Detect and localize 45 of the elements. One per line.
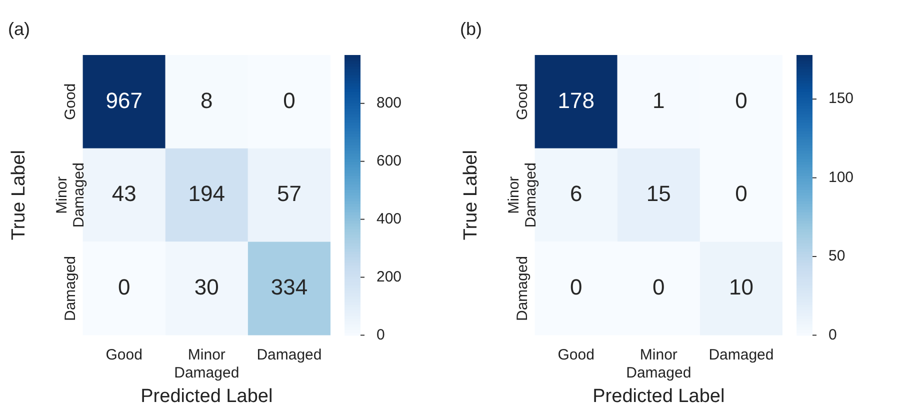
data-label: 0: [652, 274, 665, 300]
y-axis-title: True Label: [8, 150, 30, 240]
color-bar-label: 150: [828, 90, 854, 108]
chart-title: (a): [8, 19, 30, 40]
x-tick-label: Minor Damaged: [626, 346, 692, 382]
y-tick-label: Good: [62, 83, 79, 120]
data-label: 0: [118, 274, 130, 300]
y-tick-label: Minor Damaged: [505, 162, 540, 228]
x-tick-label: Good: [558, 346, 594, 364]
data-label: 0: [570, 274, 582, 300]
data-label: 15: [646, 181, 671, 206]
color-bar-label: 0: [376, 326, 385, 344]
color-bar-label: 200: [376, 268, 402, 286]
color-bar-label: 100: [828, 168, 854, 186]
color-bar-label: 600: [376, 152, 402, 170]
color-bar-label: 400: [376, 210, 402, 228]
chart-title: (b): [460, 19, 482, 40]
color-bar-label: 800: [376, 94, 402, 112]
color-bar-label: 0: [828, 326, 837, 344]
x-tick-label: Good: [106, 346, 142, 364]
x-tick-label: Damaged: [256, 346, 322, 364]
data-label: 334: [270, 274, 308, 300]
data-label: 10: [728, 274, 754, 300]
y-axis-title: True Label: [460, 150, 482, 240]
y-tick-label: Damaged: [514, 256, 531, 322]
data-label: 8: [200, 88, 213, 113]
data-label: 0: [735, 181, 748, 206]
data-label: 194: [188, 181, 226, 206]
y-tick-label: Minor Damaged: [53, 162, 88, 228]
y-tick-label: Good: [514, 83, 531, 120]
data-label: 30: [194, 274, 219, 300]
data-label: 1: [652, 88, 665, 113]
data-label: 57: [276, 181, 302, 206]
x-axis-title: Predicted Label: [592, 386, 725, 407]
data-label: 0: [735, 88, 748, 113]
data-label: 0: [283, 88, 296, 113]
data-label: 967: [106, 88, 142, 113]
data-label: 6: [570, 181, 582, 206]
x-tick-label: Minor Damaged: [174, 346, 240, 382]
x-tick-label: Damaged: [708, 346, 774, 364]
color-bar-label: 50: [828, 248, 846, 265]
y-tick-label: Damaged: [62, 256, 79, 322]
x-axis-title: Predicted Label: [140, 386, 273, 407]
data-label: 178: [558, 88, 594, 113]
data-label: 43: [112, 181, 136, 206]
